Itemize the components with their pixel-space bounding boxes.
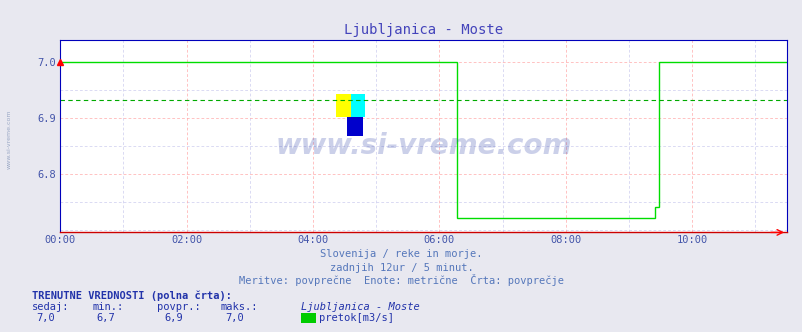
Polygon shape [346, 117, 363, 136]
Polygon shape [336, 94, 350, 117]
Text: povpr.:: povpr.: [156, 302, 200, 312]
Text: pretok[m3/s]: pretok[m3/s] [318, 313, 393, 323]
Text: sedaj:: sedaj: [32, 302, 70, 312]
Text: Meritve: povprečne  Enote: metrične  Črta: povprečje: Meritve: povprečne Enote: metrične Črta:… [239, 274, 563, 286]
Text: min.:: min.: [92, 302, 124, 312]
Text: Slovenija / reke in morje.: Slovenija / reke in morje. [320, 249, 482, 259]
Polygon shape [350, 94, 365, 117]
Text: 6,7: 6,7 [96, 313, 115, 323]
Text: Ljubljanica - Moste: Ljubljanica - Moste [301, 302, 419, 312]
Text: maks.:: maks.: [221, 302, 258, 312]
Text: www.si-vreme.com: www.si-vreme.com [275, 132, 571, 160]
Text: TRENUTNE VREDNOSTI (polna črta):: TRENUTNE VREDNOSTI (polna črta): [32, 290, 232, 301]
Text: 7,0: 7,0 [36, 313, 55, 323]
Title: Ljubljanica - Moste: Ljubljanica - Moste [343, 23, 503, 37]
Text: www.si-vreme.com: www.si-vreme.com [7, 110, 12, 169]
Text: 7,0: 7,0 [225, 313, 243, 323]
Text: 6,9: 6,9 [164, 313, 183, 323]
Text: zadnjih 12ur / 5 minut.: zadnjih 12ur / 5 minut. [329, 263, 473, 273]
